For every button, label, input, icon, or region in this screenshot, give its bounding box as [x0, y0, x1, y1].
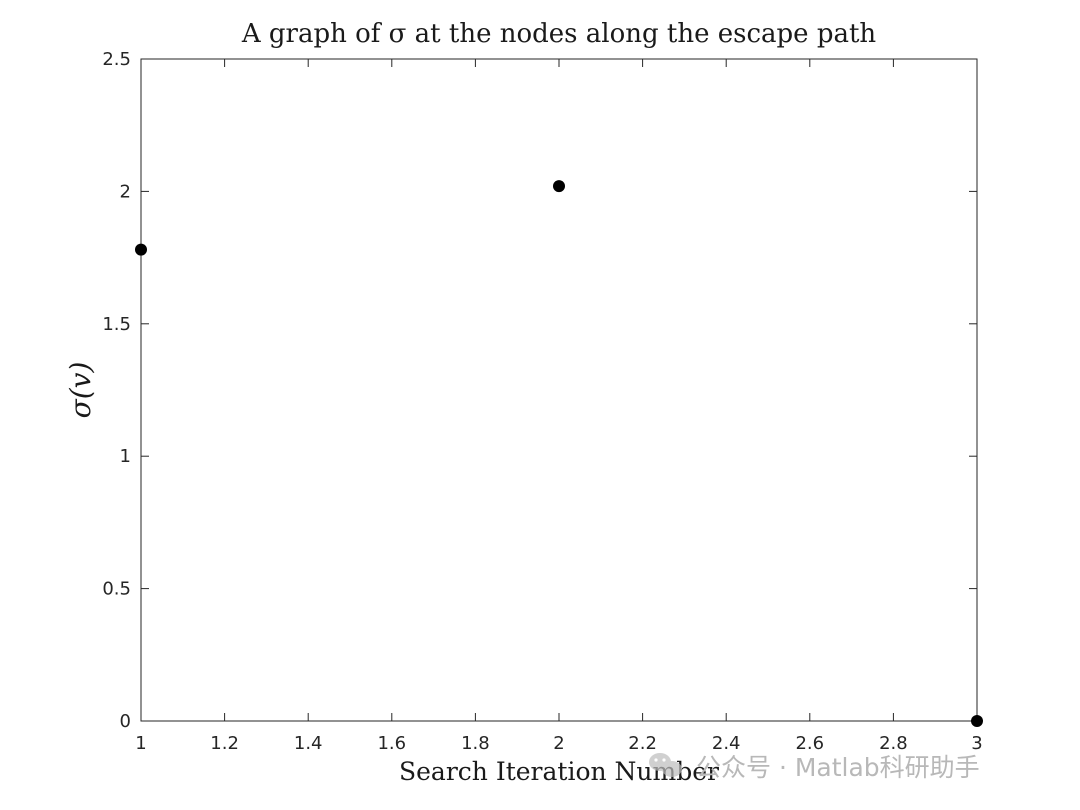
y-tick-label: 1.5 — [102, 314, 131, 335]
data-points — [135, 180, 983, 727]
y-tick-label: 1 — [120, 446, 131, 467]
x-tick-label: 1.4 — [294, 733, 323, 754]
x-tick-label: 2 — [553, 733, 564, 754]
x-tick-labels: 1 1.2 1.4 1.6 1.8 2 2.2 2.4 2.6 2.8 3 — [135, 733, 982, 754]
watermark-text: 公众号 · Matlab科研助手 — [696, 753, 980, 782]
data-point — [135, 243, 147, 256]
wechat-icon — [649, 753, 682, 777]
x-tick-label: 1 — [135, 733, 146, 754]
y-tick-label: 2.5 — [102, 49, 131, 70]
data-point — [971, 715, 983, 727]
x-tick-label: 2.6 — [795, 733, 824, 754]
x-tick-label: 2.4 — [712, 733, 741, 754]
axis-ticks — [140, 58, 978, 722]
y-axis-label: σ(v) — [64, 362, 97, 419]
x-tick-label: 1.2 — [210, 733, 239, 754]
x-tick-label: 1.8 — [461, 733, 490, 754]
chart-title: A graph of σ at the nodes along the esca… — [241, 19, 877, 49]
watermark: 公众号 · Matlab科研助手 — [649, 753, 980, 782]
x-tick-label: 2.8 — [879, 733, 908, 754]
x-tick-label: 3 — [971, 733, 982, 754]
x-tick-label: 2.2 — [628, 733, 657, 754]
plot-area — [140, 58, 978, 722]
y-tick-label: 0 — [120, 711, 131, 732]
y-tick-label: 2 — [120, 181, 131, 202]
x-tick-label: 1.6 — [377, 733, 406, 754]
y-tick-label: 0.5 — [102, 579, 131, 600]
data-point — [553, 180, 565, 193]
y-tick-labels: 0 0.5 1 1.5 2 2.5 — [102, 49, 131, 732]
